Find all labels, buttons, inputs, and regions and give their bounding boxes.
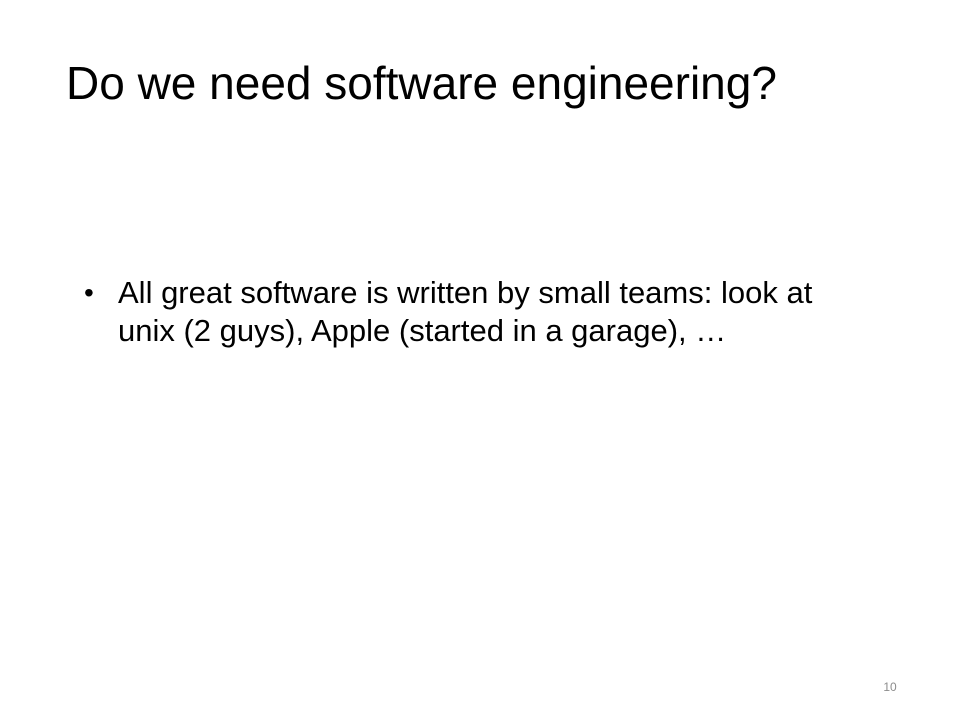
slide-title: Do we need software engineering? [66, 57, 777, 109]
bullet-list: • All great software is written by small… [84, 274, 864, 351]
slide-number: 10 [883, 680, 897, 694]
bullet-marker: • [84, 277, 94, 308]
bullet-text: All great software is written by small t… [118, 275, 813, 349]
bullet-item: • All great software is written by small… [84, 274, 864, 351]
